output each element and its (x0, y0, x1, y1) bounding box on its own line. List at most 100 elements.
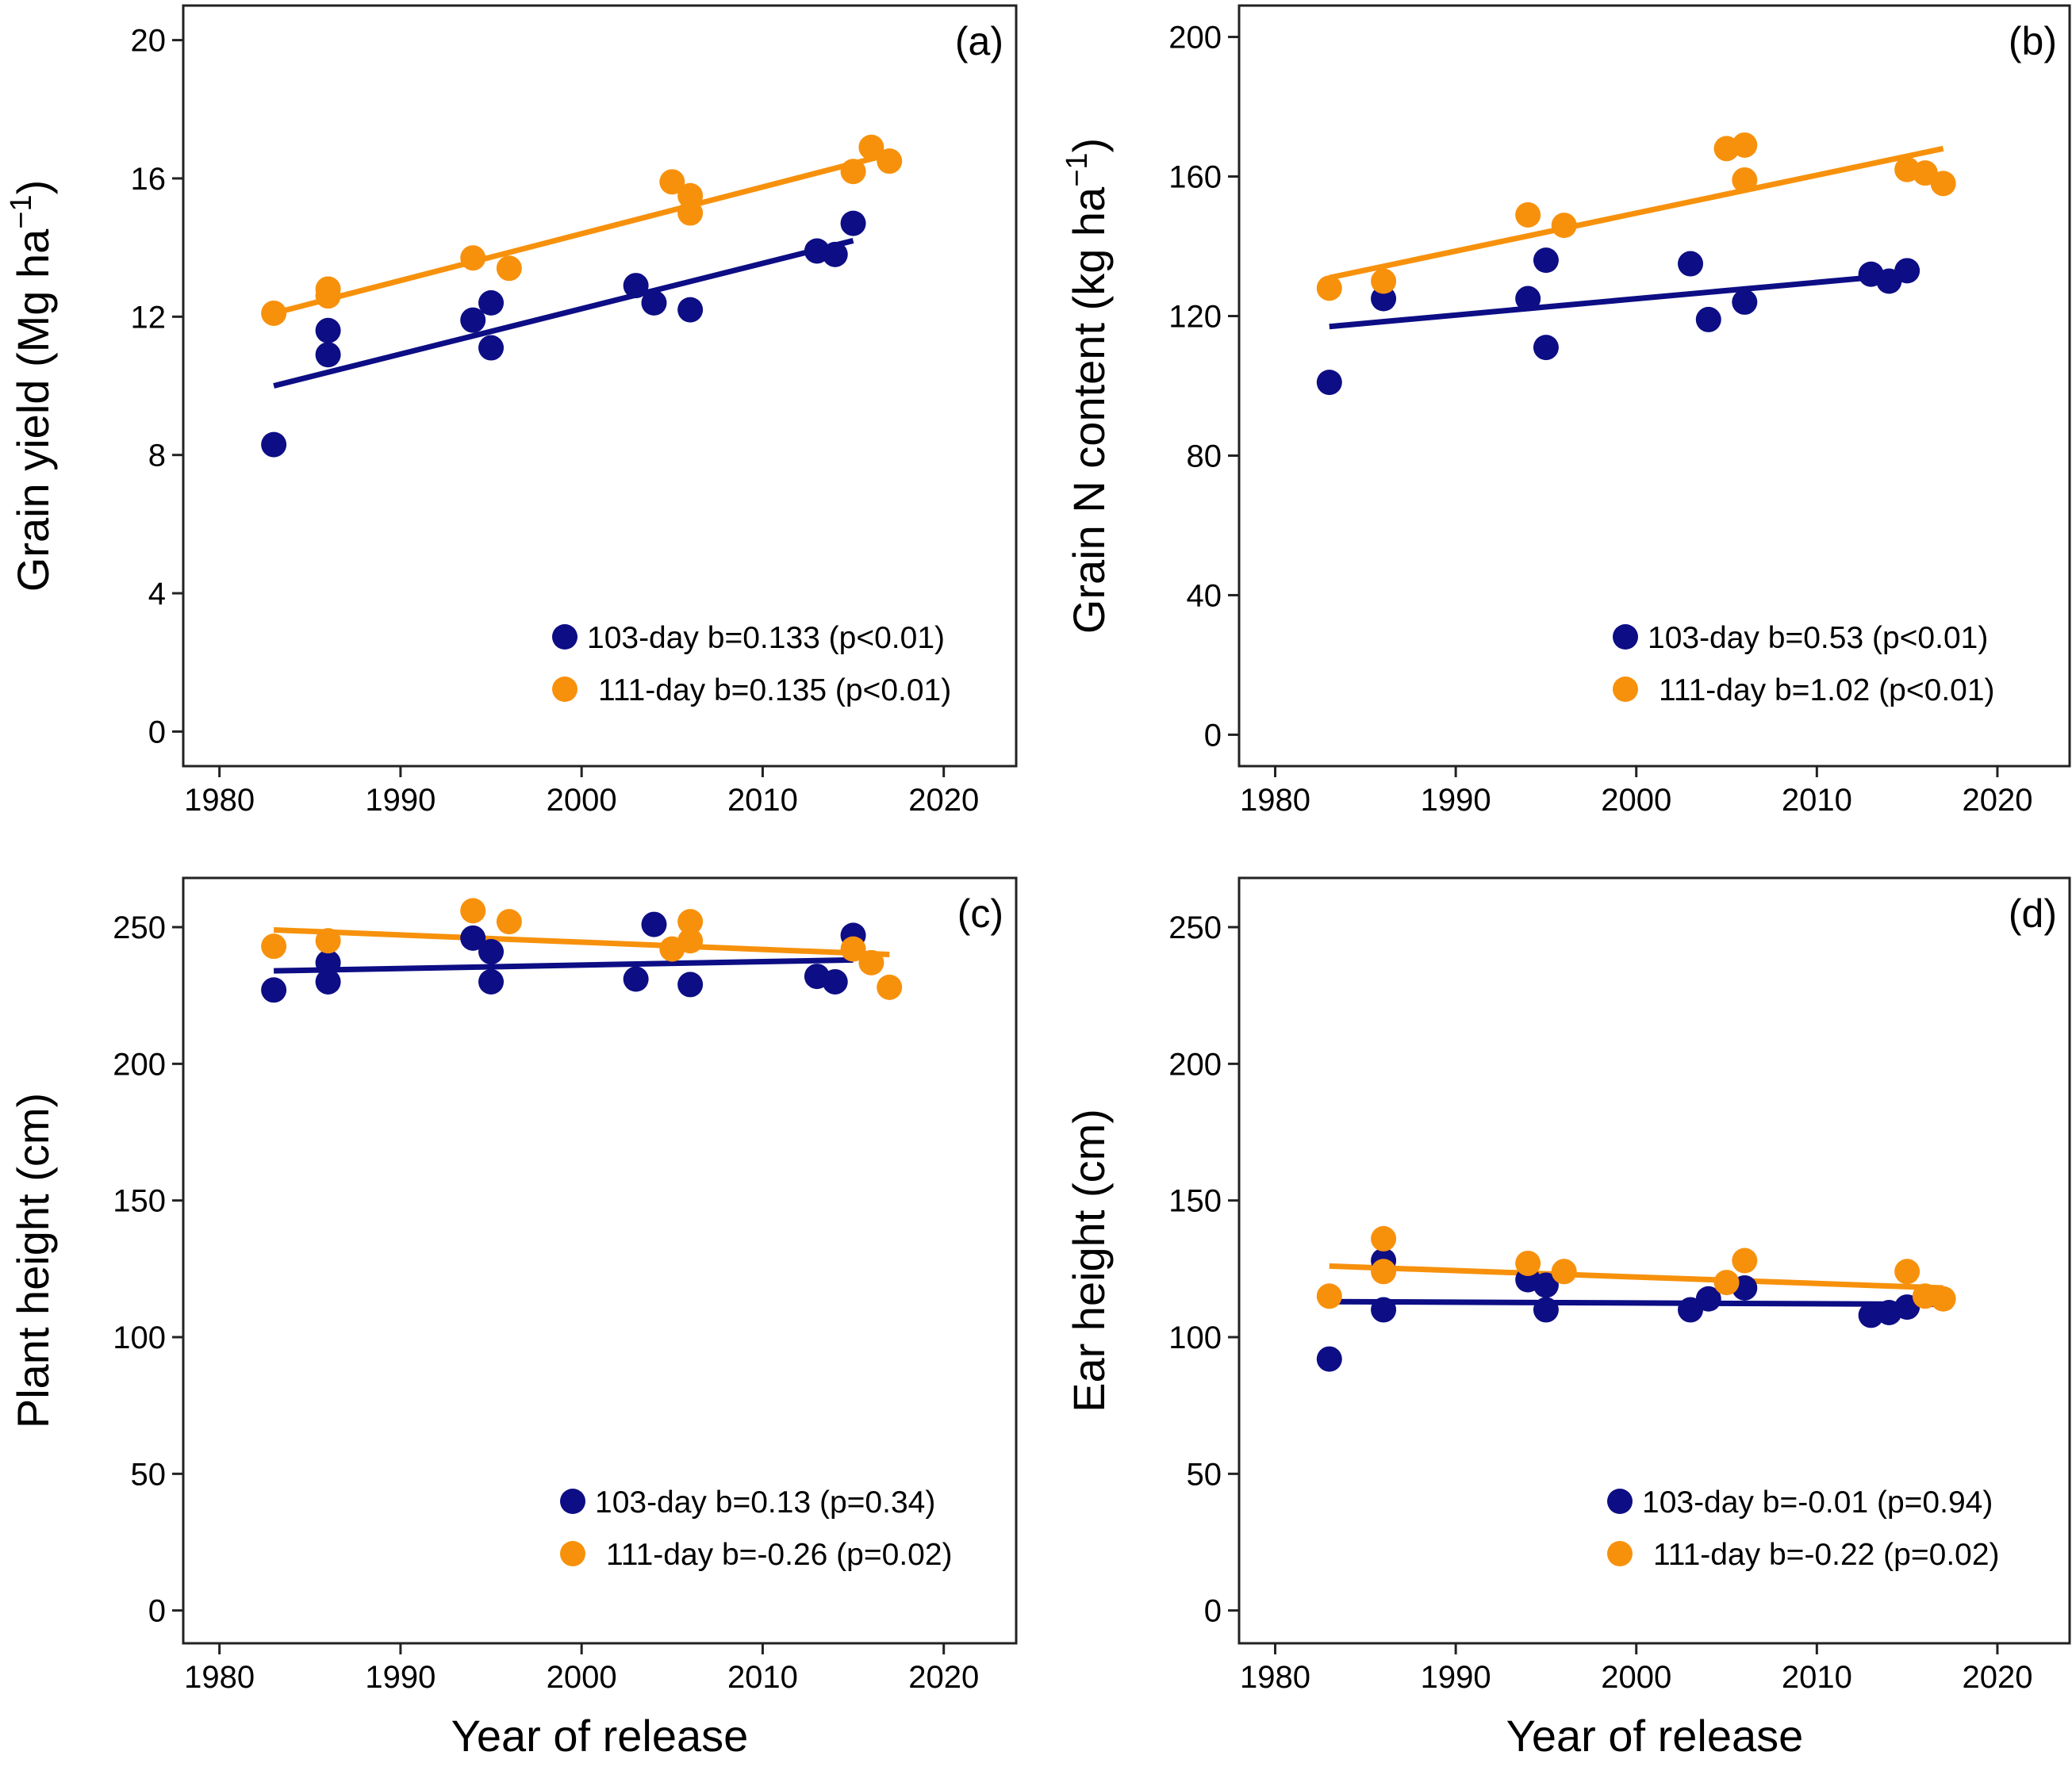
x-tick-label: 2020 (1962, 1660, 2032, 1695)
data-point-103-day (623, 966, 649, 992)
y-tick-label: 150 (1168, 1184, 1222, 1219)
y-tick-label: 160 (1168, 160, 1222, 195)
data-point-103-day (460, 925, 486, 951)
fit-line-111-day (273, 151, 891, 316)
y-tick-label: 20 (131, 24, 167, 59)
x-tick-label: 2010 (1782, 783, 1852, 818)
legend-label: 103-day b=-0.01 (p=0.94) (1642, 1485, 1993, 1520)
legend-marker-111-day (1607, 1541, 1633, 1566)
data-point-111-day (659, 169, 685, 195)
data-point-103-day (315, 342, 341, 368)
panel-frame (1237, 4, 2071, 768)
x-tick-label: 1990 (1421, 1660, 1491, 1695)
data-point-103-day (822, 241, 848, 267)
x-tick-label: 2000 (1601, 783, 1671, 818)
y-tick-label: 8 (148, 439, 166, 473)
y-tick-label: 200 (1168, 21, 1222, 56)
data-point-111-day (677, 909, 704, 935)
x-tick-label: 2010 (1782, 1660, 1852, 1695)
y-tick-label: 16 (131, 162, 167, 197)
data-point-111-day (858, 134, 884, 160)
panel-c: 0 50 100 150 200 250 1980 1990 2000 2010 2020 Plant… (8, 876, 1018, 1695)
legend-label: 111-day b=1.02 (p<0.01) (1659, 673, 1995, 707)
x-tick-label: 2020 (908, 783, 979, 818)
data-point-111-day (315, 283, 341, 309)
fit-line-111-day (273, 926, 890, 957)
data-point-111-day (840, 159, 866, 185)
panel-a: 0 4 8 12 16 20 1980 1990 2000 2010 2020 Grain yield… (5, 4, 1018, 818)
data-point-103-day (677, 297, 704, 323)
x-tick-label: 2000 (547, 783, 617, 818)
fit-line-103-day (1329, 271, 1908, 330)
x-tick-label: 2000 (1601, 1660, 1671, 1695)
panel-tag: (c) (957, 891, 1003, 936)
data-point-103-day (840, 210, 866, 236)
legend-marker-111-day (560, 1541, 585, 1566)
data-point-103-day (641, 911, 667, 937)
data-point-111-day (877, 974, 903, 1000)
x-tick-label: 2010 (727, 783, 798, 818)
y-tick-label: 12 (131, 300, 167, 335)
data-point-111-day (460, 898, 486, 924)
panel-b: 0 40 80 120 160 200 1980 1990 2000 2010 2020 Grain … (1061, 4, 2071, 818)
x-tick-label: 2000 (547, 1660, 617, 1695)
data-point-103-day (315, 317, 341, 343)
data-point-111-day (261, 933, 287, 960)
legend-marker-111-day (1613, 677, 1638, 702)
data-point-103-day (822, 968, 848, 995)
data-point-103-day (1732, 289, 1758, 315)
x-axis-title: Year of release (451, 1711, 749, 1761)
data-point-111-day (1732, 132, 1758, 158)
fit-line-103-day (1329, 1298, 1943, 1308)
fit-line-103-day (274, 956, 854, 974)
data-point-111-day (261, 300, 287, 326)
legend-marker-111-day (552, 677, 577, 702)
x-tick-label: 1980 (1240, 1660, 1310, 1695)
y-axis-title: Plant height (cm) (8, 1093, 58, 1428)
x-tick-label: 1980 (184, 1660, 255, 1695)
y-tick-label: 50 (131, 1457, 167, 1492)
y-axis-title: Ear height (cm) (1064, 1109, 1114, 1412)
y-axis-title: Grain N content (kg ha−1) (1061, 138, 1114, 634)
y-tick-label: 0 (1204, 1594, 1222, 1629)
data-point-103-day (261, 431, 287, 458)
y-tick-label: 200 (113, 1047, 166, 1082)
x-tick-label: 1980 (184, 783, 255, 818)
data-point-111-day (877, 148, 903, 174)
data-point-103-day (1533, 1297, 1559, 1323)
x-tick-label: 1990 (365, 783, 436, 818)
data-point-103-day (478, 968, 505, 995)
data-point-111-day (858, 949, 884, 975)
x-tick-label: 1990 (365, 1660, 436, 1695)
y-tick-label: 200 (1168, 1047, 1222, 1082)
legend-label: 103-day b=0.133 (p<0.01) (587, 621, 945, 655)
y-tick-label: 40 (1187, 578, 1222, 613)
y-tick-label: 250 (113, 910, 166, 945)
data-point-103-day (641, 289, 667, 316)
data-point-103-day (1371, 286, 1397, 312)
legend-marker-103-day (560, 1489, 585, 1514)
data-point-111-day (1551, 1259, 1577, 1285)
data-point-103-day (1371, 1297, 1397, 1323)
x-tick-label: 1980 (1240, 783, 1310, 818)
panel-frame (182, 4, 1018, 768)
data-point-103-day (1695, 306, 1721, 332)
fit-line-111-day (1329, 1263, 1943, 1291)
data-point-103-day (315, 968, 341, 995)
legend-label: 111-day b=-0.22 (p=0.02) (1653, 1538, 2000, 1572)
data-point-103-day (1316, 1346, 1342, 1372)
legend-marker-103-day (1607, 1489, 1633, 1514)
y-tick-label: 100 (113, 1320, 166, 1355)
data-point-103-day (677, 972, 704, 998)
data-point-103-day (1894, 258, 1920, 284)
data-point-111-day (1930, 171, 1956, 197)
legend-label: 111-day b=-0.26 (p=0.02) (606, 1538, 953, 1572)
data-point-111-day (1316, 275, 1342, 301)
data-point-111-day (1894, 1259, 1920, 1285)
data-point-111-day (840, 936, 866, 962)
data-point-111-day (1930, 1286, 1956, 1312)
data-point-111-day (1371, 1259, 1397, 1285)
data-point-111-day (496, 909, 522, 935)
panel-tag: (b) (2009, 19, 2057, 63)
